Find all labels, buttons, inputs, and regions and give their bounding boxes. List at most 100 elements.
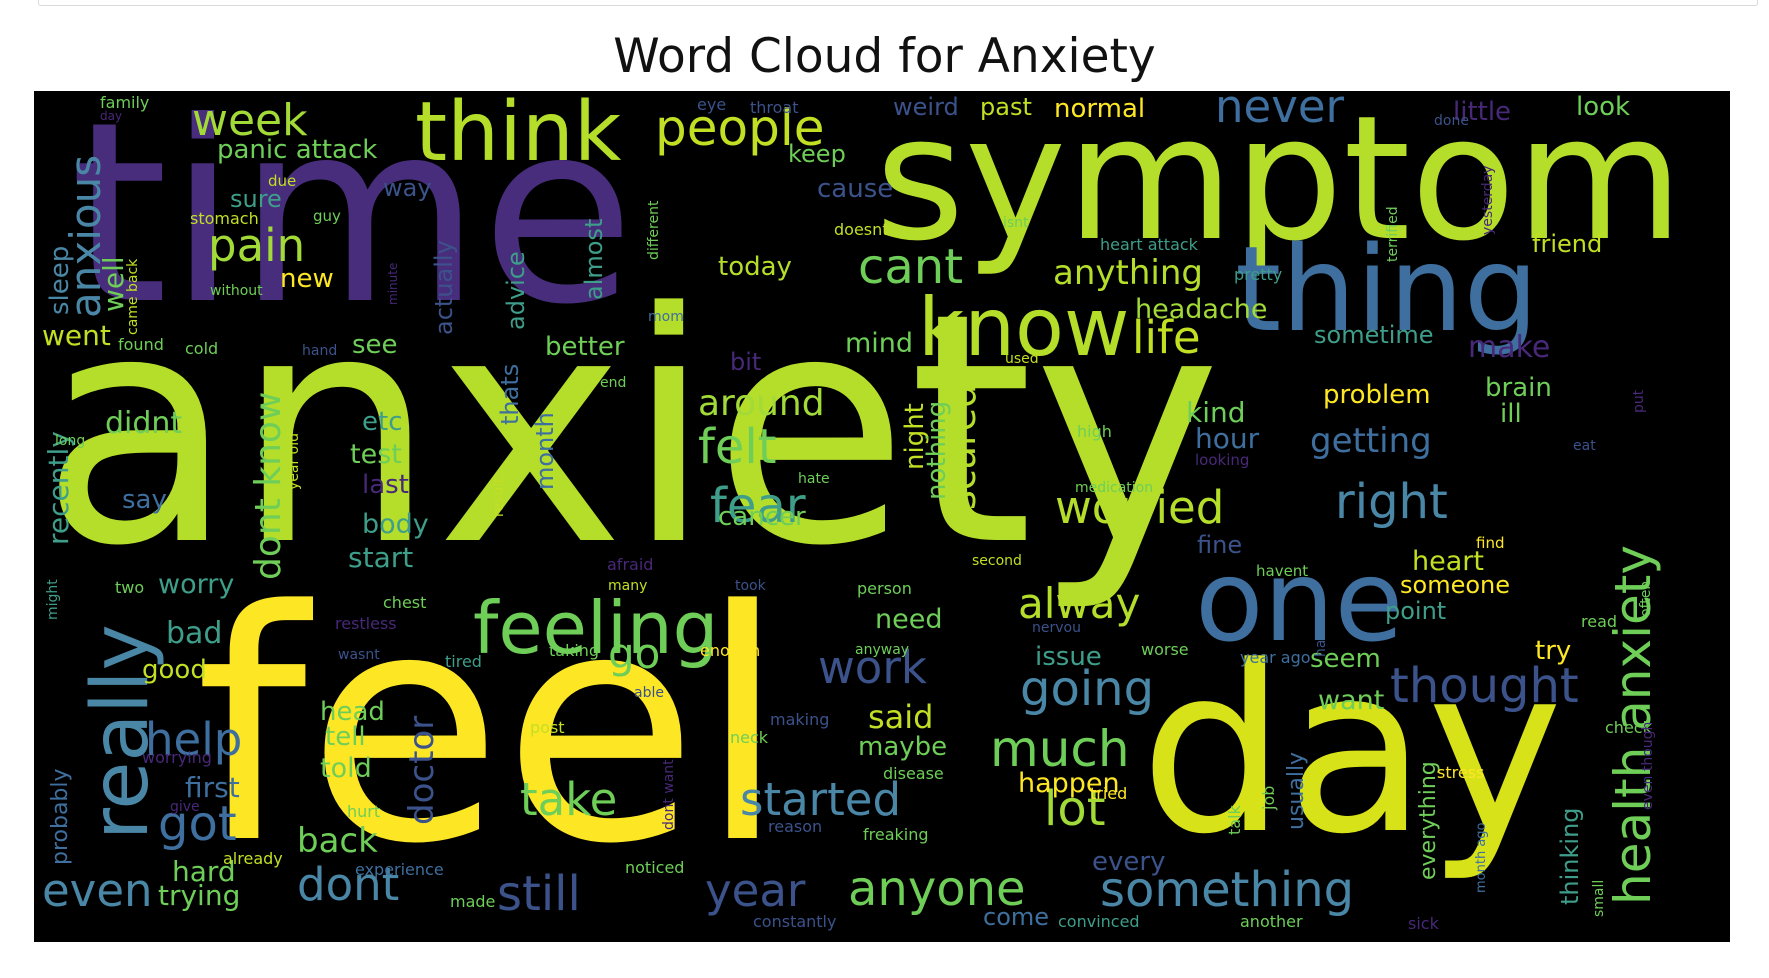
- word-worse: worse: [1141, 640, 1189, 659]
- word-go: go: [608, 629, 660, 678]
- word-seem: seem: [1310, 644, 1381, 674]
- word-maybe: maybe: [858, 732, 947, 762]
- word-mind: mind: [845, 328, 913, 359]
- word-work: work: [818, 641, 927, 694]
- word-worried: worried: [1055, 481, 1224, 534]
- word-bit: bit: [730, 348, 761, 376]
- word-due: due: [268, 172, 296, 190]
- word-cant: cant: [858, 239, 963, 295]
- word-week: week: [192, 95, 308, 146]
- word-thought: thought: [1390, 658, 1579, 714]
- word-put: put: [1631, 389, 1647, 413]
- word-one: one: [1195, 537, 1403, 667]
- word-experience: experience: [355, 860, 444, 879]
- word-stomach: stomach: [190, 209, 259, 228]
- word-ill: ill: [1500, 399, 1522, 429]
- word-sleep: sleep: [45, 246, 75, 315]
- word-need: need: [875, 604, 942, 635]
- word-start: start: [348, 541, 413, 574]
- word-guy: guy: [313, 207, 341, 225]
- word-might: might: [45, 579, 61, 620]
- word-usually: usually: [1284, 752, 1309, 830]
- word-anyway: anyway: [855, 642, 909, 658]
- word-help: help: [145, 713, 242, 766]
- word-thing: thing: [1235, 220, 1539, 358]
- word-last: last: [362, 470, 409, 500]
- word-normal: normal: [1054, 94, 1145, 124]
- word-trying: trying: [158, 879, 240, 912]
- word-able: able: [634, 685, 664, 701]
- word-done: done: [1434, 113, 1469, 129]
- word-told: told: [320, 753, 372, 784]
- word-never: never: [1215, 91, 1345, 133]
- word-constantly: constantly: [753, 912, 836, 931]
- word-year-ago: year ago: [1240, 648, 1311, 667]
- word-end: end: [600, 375, 626, 391]
- word-hate: hate: [798, 471, 830, 487]
- word-way: way: [383, 174, 432, 202]
- word-find: find: [1476, 534, 1504, 552]
- word-today: today: [718, 252, 792, 282]
- word-weird: weird: [893, 93, 959, 121]
- word-everything: everything: [1416, 761, 1441, 880]
- word-started: started: [740, 773, 901, 826]
- word-lot: lot: [1044, 781, 1106, 837]
- word-sometime: sometime: [1314, 321, 1434, 349]
- word-almost: almost: [580, 219, 608, 300]
- word-medication: medication: [1075, 480, 1153, 496]
- word-two: two: [115, 578, 144, 597]
- word-dont-want: dont want: [661, 759, 677, 830]
- word-dont: dont: [297, 858, 399, 911]
- word-body: body: [362, 509, 429, 540]
- word-little: little: [1453, 97, 1511, 127]
- word-chest: chest: [383, 593, 426, 612]
- word-first: first: [185, 771, 240, 804]
- word-job: job: [1259, 786, 1278, 811]
- word-something: something: [1100, 862, 1354, 918]
- word-going: going: [1020, 661, 1154, 717]
- word-brain: brain: [1485, 373, 1552, 403]
- word-worrying: worrying: [142, 748, 212, 767]
- word-restless: restless: [335, 614, 397, 633]
- word-fear: fear: [710, 478, 806, 534]
- word-thinking: thinking: [1556, 807, 1584, 905]
- word-feel: feel: [195, 543, 787, 913]
- word-people: people: [655, 99, 824, 157]
- word-terrified: terrified: [1385, 206, 1401, 262]
- word-tell: tell: [325, 722, 366, 752]
- word-hand: hand: [302, 343, 337, 359]
- word-panic-attack: panic attack: [217, 135, 377, 165]
- word-night: night: [900, 403, 930, 470]
- word-heart-attack: heart attack: [1100, 235, 1199, 254]
- word-felt: felt: [698, 419, 777, 475]
- word-headache: headache: [1135, 294, 1268, 325]
- word-doctor: doctor: [402, 716, 442, 825]
- word-tried: tried: [1090, 784, 1127, 803]
- word-anything: anything: [1053, 253, 1203, 293]
- word-havent: havent: [1256, 562, 1308, 580]
- word-small: small: [1591, 880, 1607, 917]
- word-right: right: [1335, 474, 1448, 530]
- word-even-though: even though: [1640, 722, 1656, 810]
- word-came-back: came back: [125, 258, 141, 335]
- word-enough: enough: [700, 641, 760, 660]
- word-friend: friend: [1532, 230, 1602, 258]
- word-said: said: [868, 698, 933, 736]
- word-post: post: [530, 718, 565, 737]
- word-bad: bad: [166, 616, 222, 651]
- word-anxiety: anxiety: [40, 245, 1221, 615]
- word-issue: issue: [1035, 642, 1102, 672]
- word-ha: ha: [1313, 640, 1329, 657]
- word-want: want: [1318, 685, 1384, 716]
- word-without: without: [210, 283, 263, 299]
- chart-title: Word Cloud for Anxiety: [613, 29, 1156, 84]
- word-another: another: [1240, 912, 1303, 931]
- word-year: year: [705, 864, 806, 917]
- word-afraid: afraid: [607, 555, 653, 574]
- word-health-anxiety: health anxiety: [1604, 545, 1662, 905]
- word-pain: pain: [208, 219, 305, 272]
- word-taking: taking: [549, 641, 599, 660]
- word-took: took: [735, 578, 767, 594]
- word-got: got: [158, 796, 237, 852]
- word-head: head: [320, 697, 385, 727]
